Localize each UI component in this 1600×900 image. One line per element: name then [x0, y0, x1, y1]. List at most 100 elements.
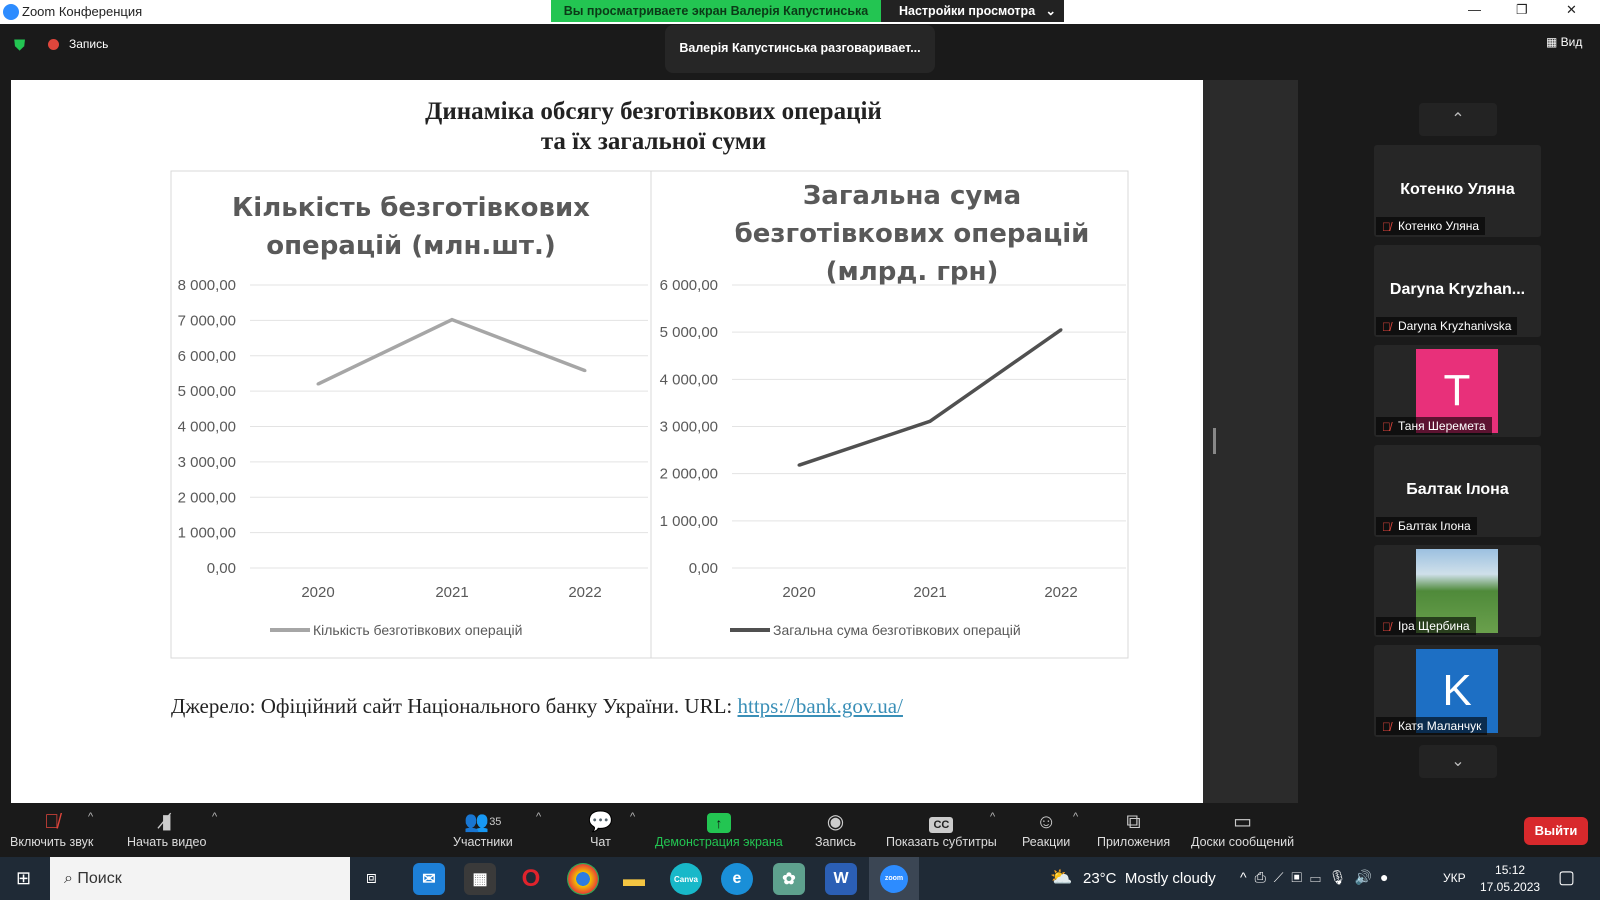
participants-button[interactable]: 👥35 Участники — [453, 809, 513, 849]
muted-mic-icon: 🎙̸ — [1382, 220, 1391, 234]
participant-tile[interactable]: Балтак Ілона 🎙̸ Балтак Ілона — [1374, 445, 1541, 537]
apps-button[interactable]: ⧉ Приложения — [1097, 809, 1170, 849]
chat-caret[interactable]: ^ — [630, 811, 636, 823]
store-app-icon[interactable]: ▦ — [464, 863, 496, 895]
resize-handle[interactable] — [1213, 428, 1216, 454]
restore-button[interactable]: ❐ — [1516, 2, 1528, 17]
smiley-icon: ☺ — [1035, 811, 1057, 833]
captions-caret[interactable]: ^ — [990, 811, 996, 823]
reactions-button[interactable]: ☺ Реакции — [1022, 809, 1070, 849]
participant-label: 🎙̸ Таня Шеремета — [1376, 417, 1492, 435]
clock[interactable]: 15:12 17.05.2023 — [1480, 862, 1540, 896]
chevron-down-icon: ⌄ — [1451, 753, 1465, 770]
view-settings-button[interactable]: Настройки просмотра ⌄ — [881, 0, 1064, 22]
whiteboards-label: Доски сообщений — [1191, 835, 1295, 849]
whiteboards-button[interactable]: ▭ Доски сообщений — [1191, 809, 1294, 849]
view-label: Вид — [1560, 35, 1583, 49]
file-explorer-icon[interactable]: ▬ — [623, 866, 645, 891]
participant-label: 🎙̸ Іра Щербина — [1376, 617, 1476, 635]
record-button[interactable]: ◉ Запись — [815, 809, 856, 849]
chrome-app-icon[interactable] — [567, 863, 599, 895]
participant-label-text: Балтак Ілона — [1398, 519, 1471, 533]
muted-mic-icon: 🎙̸ — [1382, 320, 1391, 334]
taskbar-search-box[interactable]: ⌕ Поиск — [50, 857, 350, 900]
participant-label: 🎙̸ Катя Маланчук — [1376, 717, 1488, 735]
participant-tile[interactable]: 🎙̸ Іра Щербина — [1374, 545, 1541, 637]
participant-label-text: Daryna Kryzhanivska — [1398, 319, 1512, 333]
meeting-top-bar: ⛊ Запись Валерія Капустинська разговарив… — [0, 24, 1600, 80]
zoom-taskbar-icon[interactable]: zoom — [869, 857, 919, 900]
participants-label: Участники — [453, 835, 513, 849]
task-view-icon[interactable]: ⧈ — [366, 868, 377, 887]
captions-button[interactable]: CC Показать субтитры — [886, 809, 997, 849]
source-text: Джерело: Офіційний сайт Національного ба… — [171, 694, 738, 718]
weather-icon: ⛅ — [1050, 867, 1073, 887]
record-dot-icon — [48, 39, 59, 50]
windows-start-icon[interactable]: ⊞ — [16, 868, 32, 888]
captions-label: Показать субтитры — [886, 835, 997, 849]
edge-app-icon[interactable]: e — [721, 863, 753, 895]
participants-count: 35 — [489, 816, 502, 828]
security-shield-icon: ⛊ — [14, 37, 26, 54]
participant-label: 🎙̸ Балтак Ілона — [1376, 517, 1477, 535]
gallery-divider-area — [1203, 80, 1298, 803]
recording-label: Запись — [69, 37, 109, 51]
participant-label: 🎙̸ Котенко Уляна — [1376, 217, 1486, 235]
shared-screen-slide: Динаміка обсягу безготівкових операцій т… — [11, 80, 1203, 803]
zoom-logo-icon — [3, 4, 19, 20]
close-button[interactable]: ✕ — [1566, 2, 1577, 17]
reactions-caret[interactable]: ^ — [1073, 811, 1079, 823]
windows-taskbar: ⊞ ⌕ Поиск ⧈ ✉ ▦ O ▬ Canva e ✿ W zoom ⛅ 2… — [0, 857, 1600, 900]
chat-button[interactable]: 💬 Чат — [588, 809, 613, 849]
participants-caret[interactable]: ^ — [536, 811, 542, 823]
slide-title: Динаміка обсягу безготівкових операцій т… — [11, 97, 1296, 157]
gallery-scroll-down-button[interactable]: ⌄ — [1419, 745, 1497, 778]
apps-icon: ⧉ — [1126, 811, 1141, 833]
unmute-button[interactable]: 🎙̸ Включить звук — [10, 809, 93, 849]
speaking-text: Валерія Капустинська разговаривает... — [679, 41, 921, 55]
chevron-down-icon: ⌄ — [1045, 4, 1056, 18]
gallery-scroll-up-button[interactable]: ⌃ — [1419, 103, 1497, 136]
participant-tile[interactable]: Daryna Kryzhan... 🎙̸ Daryna Kryzhanivska — [1374, 245, 1541, 337]
word-app-icon[interactable]: W — [825, 863, 857, 895]
participants-icon: 👥35 — [464, 811, 502, 833]
minimize-button[interactable]: — — [1468, 2, 1481, 17]
participant-tile[interactable]: T 🎙̸ Таня Шеремета — [1374, 345, 1541, 437]
share-banner: Вы просматриваете экран Валерія Капустин… — [551, 0, 881, 22]
whiteboard-icon: ▭ — [1233, 811, 1253, 833]
tray-icons[interactable]: ^⎙⟋▣▭🎙🔊● — [1240, 869, 1397, 885]
chat-icon: 💬 — [588, 811, 613, 833]
participant-label-text: Іра Щербина — [1398, 619, 1470, 633]
participant-tile[interactable]: Котенко Уляна 🎙̸ Котенко Уляна — [1374, 145, 1541, 237]
start-video-button[interactable]: ▮̸ Начать видео — [127, 809, 206, 849]
weather-text[interactable]: 23°C Mostly cloudy — [1083, 870, 1216, 887]
cc-icon: CC — [886, 809, 997, 835]
leave-label: Выйти — [1534, 823, 1578, 838]
language-indicator[interactable]: УКР — [1443, 871, 1466, 885]
chatgpt-app-icon[interactable]: ✿ — [773, 863, 805, 895]
participant-name: Балтак Ілона — [1406, 481, 1509, 498]
opera-app-icon[interactable]: O — [521, 865, 541, 892]
share-screen-label: Демонстрация экрана — [655, 835, 783, 849]
clock-date: 17.05.2023 — [1480, 880, 1541, 894]
audio-options-caret[interactable]: ^ — [88, 811, 94, 823]
mail-app-icon[interactable]: ✉ — [413, 863, 445, 895]
participant-label: 🎙̸ Daryna Kryzhanivska — [1376, 317, 1518, 335]
share-screen-icon: ↑ — [655, 809, 783, 835]
participant-name: Daryna Kryzhan... — [1389, 281, 1526, 298]
clock-time: 15:12 — [1495, 863, 1526, 877]
video-off-icon: ▮̸ — [161, 811, 173, 833]
active-speaker-indicator: Валерія Капустинська разговаривает... — [665, 25, 935, 73]
participant-tile[interactable]: K 🎙̸ Катя Маланчук — [1374, 645, 1541, 737]
leave-button[interactable]: Выйти — [1524, 817, 1588, 845]
share-screen-button[interactable]: ↑ Демонстрация экрана — [655, 809, 783, 849]
notifications-icon[interactable]: ▢ — [1558, 867, 1576, 887]
video-options-caret[interactable]: ^ — [212, 811, 218, 823]
canva-app-icon[interactable]: Canva — [670, 863, 702, 895]
source-note: Джерело: Офіційний сайт Національного ба… — [171, 694, 903, 719]
participant-label-text: Катя Маланчук — [1398, 719, 1482, 733]
muted-mic-icon: 🎙̸ — [1382, 720, 1391, 734]
source-link[interactable]: https://bank.gov.ua/ — [737, 694, 903, 718]
view-button[interactable]: ▦ Вид — [1546, 35, 1582, 49]
apps-label: Приложения — [1097, 835, 1171, 849]
